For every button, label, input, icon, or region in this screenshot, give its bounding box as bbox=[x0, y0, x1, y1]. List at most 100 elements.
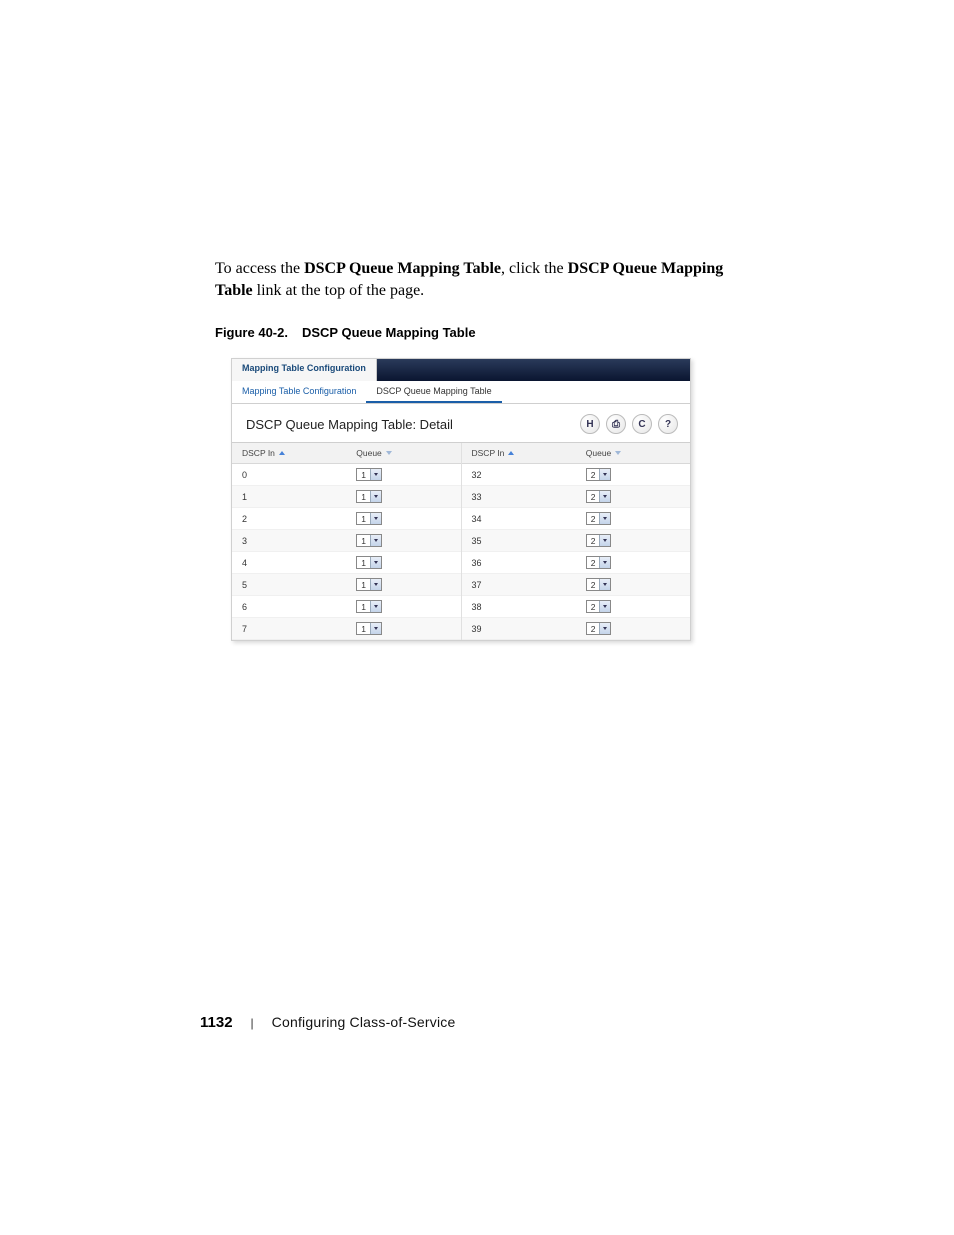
queue-select[interactable]: 1 bbox=[356, 468, 382, 481]
table-row: 31 bbox=[232, 530, 461, 552]
intro-prefix: To access the bbox=[215, 260, 304, 277]
queue-cell: 1 bbox=[346, 552, 460, 573]
chevron-down-icon bbox=[370, 557, 381, 568]
chevron-down-icon bbox=[599, 601, 610, 612]
sort-desc-icon bbox=[615, 451, 621, 455]
chapter-title: Configuring Class-of-Service bbox=[272, 1014, 456, 1030]
queue-cell: 1 bbox=[346, 530, 460, 551]
queue-select[interactable]: 2 bbox=[586, 512, 612, 525]
sort-asc-icon bbox=[508, 451, 514, 455]
dscp-value: 35 bbox=[462, 530, 576, 551]
table-left-group: DSCP In Queue 0111213141516171 bbox=[232, 443, 462, 640]
help-icon[interactable]: ? bbox=[658, 414, 678, 434]
queue-select[interactable]: 2 bbox=[586, 600, 612, 613]
action-buttons: H ⎙ C ? bbox=[580, 414, 678, 434]
header-label: Queue bbox=[356, 448, 382, 458]
dscp-value: 6 bbox=[232, 596, 346, 617]
sort-asc-icon bbox=[279, 451, 285, 455]
table-header-row: DSCP In Queue bbox=[232, 443, 461, 464]
save-icon[interactable]: H bbox=[580, 414, 600, 434]
dscp-value: 5 bbox=[232, 574, 346, 595]
queue-select[interactable]: 2 bbox=[586, 622, 612, 635]
queue-cell: 2 bbox=[576, 618, 690, 639]
figure-title: DSCP Queue Mapping Table bbox=[302, 325, 476, 340]
chevron-down-icon bbox=[370, 513, 381, 524]
queue-select[interactable]: 1 bbox=[356, 622, 382, 635]
queue-value: 1 bbox=[357, 624, 370, 634]
queue-select[interactable]: 2 bbox=[586, 468, 612, 481]
table-row: 39 2 bbox=[462, 618, 691, 640]
queue-cell: 2 bbox=[576, 596, 690, 617]
queue-cell: 2 bbox=[576, 464, 690, 485]
queue-select[interactable]: 1 bbox=[356, 556, 382, 569]
queue-select[interactable]: 2 bbox=[586, 556, 612, 569]
dscp-value: 2 bbox=[232, 508, 346, 529]
queue-select[interactable]: 2 bbox=[586, 490, 612, 503]
col-header-dscp-right[interactable]: DSCP In bbox=[462, 443, 576, 463]
queue-select[interactable]: 1 bbox=[356, 490, 382, 503]
table-row: 38 2 bbox=[462, 596, 691, 618]
tab-bar: Mapping Table Configuration bbox=[232, 359, 690, 381]
refresh-icon[interactable]: C bbox=[632, 414, 652, 434]
table-right-group: DSCP In Queue 322332342352362372382392 bbox=[462, 443, 691, 640]
chevron-down-icon bbox=[599, 491, 610, 502]
table-row: 33 2 bbox=[462, 486, 691, 508]
col-header-dscp-left[interactable]: DSCP In bbox=[232, 443, 346, 463]
table-row: 51 bbox=[232, 574, 461, 596]
intro-bold-1: DSCP Queue Mapping Table bbox=[304, 260, 501, 277]
dscp-value: 39 bbox=[462, 618, 576, 639]
header-label: DSCP In bbox=[472, 448, 505, 458]
intro-suffix: link at the top of the page. bbox=[253, 282, 425, 299]
dscp-value: 7 bbox=[232, 618, 346, 639]
footer-separator: | bbox=[251, 1016, 254, 1030]
dscp-value: 4 bbox=[232, 552, 346, 573]
dscp-value: 38 bbox=[462, 596, 576, 617]
figure-number: Figure 40-2. bbox=[215, 325, 288, 340]
print-icon[interactable]: ⎙ bbox=[606, 414, 626, 434]
sort-desc-icon bbox=[386, 451, 392, 455]
tab-mapping-table-config[interactable]: Mapping Table Configuration bbox=[232, 359, 377, 381]
queue-value: 1 bbox=[357, 558, 370, 568]
col-header-queue-left[interactable]: Queue bbox=[346, 443, 460, 463]
queue-select[interactable]: 2 bbox=[586, 534, 612, 547]
queue-value: 1 bbox=[357, 492, 370, 502]
intro-mid: , click the bbox=[501, 260, 568, 277]
queue-cell: 1 bbox=[346, 508, 460, 529]
page-number: 1132 bbox=[200, 1014, 233, 1031]
chevron-down-icon bbox=[370, 491, 381, 502]
table-row: 71 bbox=[232, 618, 461, 640]
chevron-down-icon bbox=[370, 579, 381, 590]
queue-value: 2 bbox=[587, 536, 600, 546]
table-row: 32 2 bbox=[462, 464, 691, 486]
table-row: 36 2 bbox=[462, 552, 691, 574]
subnav-mapping-config[interactable]: Mapping Table Configuration bbox=[232, 381, 366, 403]
queue-value: 2 bbox=[587, 580, 600, 590]
queue-value: 2 bbox=[587, 558, 600, 568]
queue-value: 1 bbox=[357, 602, 370, 612]
subnav-dscp-queue[interactable]: DSCP Queue Mapping Table bbox=[366, 381, 501, 403]
dscp-value: 32 bbox=[462, 464, 576, 485]
queue-select[interactable]: 1 bbox=[356, 512, 382, 525]
queue-select[interactable]: 1 bbox=[356, 534, 382, 547]
table-row: 35 2 bbox=[462, 530, 691, 552]
queue-cell: 2 bbox=[576, 552, 690, 573]
table-row: 21 bbox=[232, 508, 461, 530]
queue-select[interactable]: 1 bbox=[356, 600, 382, 613]
queue-cell: 1 bbox=[346, 596, 460, 617]
queue-select[interactable]: 2 bbox=[586, 578, 612, 591]
chevron-down-icon bbox=[599, 623, 610, 634]
queue-value: 2 bbox=[587, 470, 600, 480]
table-row: 34 2 bbox=[462, 508, 691, 530]
dscp-value: 36 bbox=[462, 552, 576, 573]
dscp-value: 33 bbox=[462, 486, 576, 507]
table-header-row: DSCP In Queue bbox=[462, 443, 691, 464]
page-body: To access the DSCP Queue Mapping Table, … bbox=[215, 258, 735, 641]
col-header-queue-right[interactable]: Queue bbox=[576, 443, 690, 463]
queue-value: 1 bbox=[357, 470, 370, 480]
chevron-down-icon bbox=[370, 469, 381, 480]
dscp-value: 34 bbox=[462, 508, 576, 529]
queue-select[interactable]: 1 bbox=[356, 578, 382, 591]
intro-paragraph: To access the DSCP Queue Mapping Table, … bbox=[215, 258, 735, 301]
page-footer: 1132 | Configuring Class-of-Service bbox=[200, 1014, 455, 1031]
queue-cell: 2 bbox=[576, 530, 690, 551]
